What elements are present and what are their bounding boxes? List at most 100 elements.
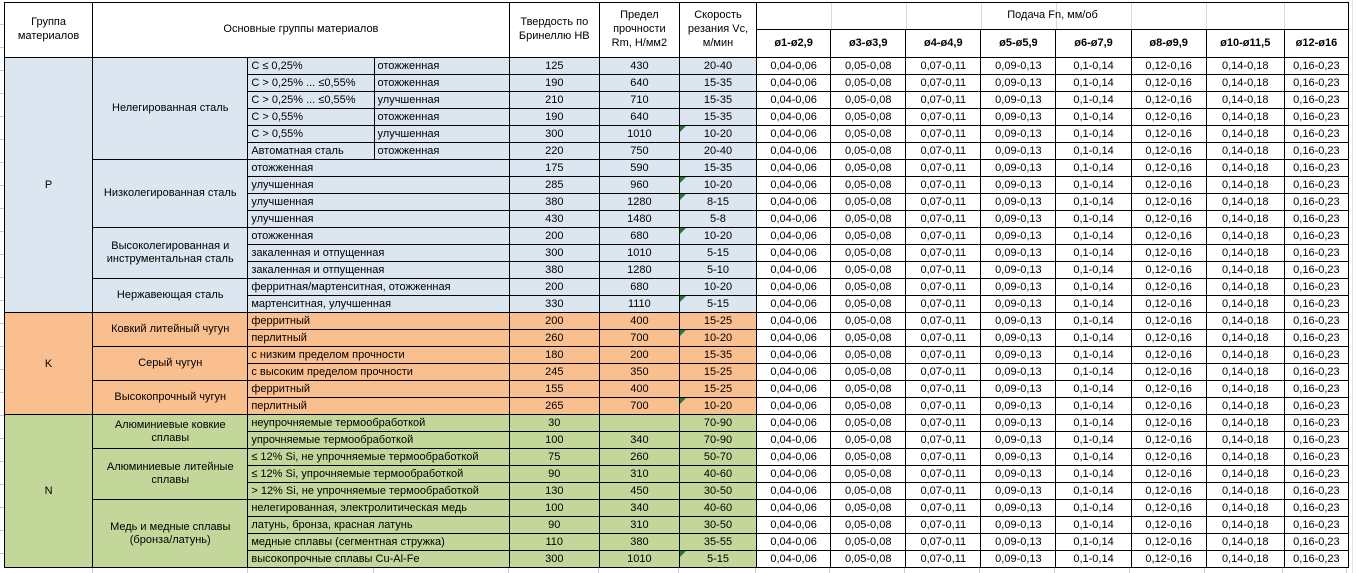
cell-feed-value[interactable]: 0,09-0,13 xyxy=(980,142,1057,160)
cell-feed-value[interactable]: 0,09-0,13 xyxy=(980,363,1057,381)
cell-cutting-speed-vc[interactable]: 15-25 xyxy=(678,363,758,381)
cell-feed-value[interactable]: 0,09-0,13 xyxy=(980,516,1057,534)
cell-feed-value[interactable]: 0,14-0,18 xyxy=(1205,312,1285,330)
cell-feed-value[interactable]: 0,12-0,16 xyxy=(1130,380,1207,398)
cell-strength-rm[interactable]: 640 xyxy=(598,108,680,126)
cell-feed-value[interactable]: 0,07-0,11 xyxy=(905,397,982,415)
cell-hardness-hb[interactable]: 210 xyxy=(508,91,600,109)
cell-cutting-speed-vc-flagged[interactable]: 10-20 xyxy=(678,329,758,347)
cell-hardness-hb[interactable]: 75 xyxy=(508,448,600,466)
cell-feed-value[interactable]: 0,04-0,06 xyxy=(756,516,832,534)
cell-feed-value[interactable]: 0,05-0,08 xyxy=(830,295,907,313)
cell-feed-value[interactable]: 0,07-0,11 xyxy=(905,482,982,500)
cell-feed-value[interactable]: 0,05-0,08 xyxy=(830,329,907,347)
cell-hardness-hb[interactable]: 300 xyxy=(508,550,600,568)
cell-feed-value[interactable]: 0,1-0,14 xyxy=(1055,397,1132,415)
cell-feed-value[interactable]: 0,07-0,11 xyxy=(905,125,982,143)
cell-feed-value[interactable]: 0,05-0,08 xyxy=(830,346,907,364)
cell-feed-value[interactable]: 0,12-0,16 xyxy=(1130,210,1207,228)
cell-cutting-speed-vc[interactable]: 40-60 xyxy=(678,499,758,517)
cell-subgroup-name[interactable]: Высокопрочный чугун xyxy=(92,380,249,415)
cell-feed-value[interactable]: 0,04-0,06 xyxy=(756,91,832,109)
cell-feed-value[interactable]: 0,14-0,18 xyxy=(1205,74,1285,92)
cell-feed-value[interactable]: 0,14-0,18 xyxy=(1205,346,1285,364)
cell-feed-value[interactable]: 0,05-0,08 xyxy=(830,193,907,211)
cell-feed-value[interactable]: 0,09-0,13 xyxy=(980,499,1057,517)
cell-feed-value[interactable]: 0,1-0,14 xyxy=(1055,108,1132,126)
cell-feed-value[interactable]: 0,05-0,08 xyxy=(830,516,907,534)
cell-cutting-speed-vc-flagged[interactable]: 10-20 xyxy=(678,176,758,194)
cell-material-description[interactable]: улучшенная xyxy=(247,193,510,211)
cell-feed-value[interactable]: 0,16-0,23 xyxy=(1283,312,1350,330)
cell-feed-value[interactable]: 0,09-0,13 xyxy=(980,550,1057,568)
cell-cutting-speed-vc[interactable]: 20-40 xyxy=(678,57,758,75)
cell-feed-value[interactable]: 0,12-0,16 xyxy=(1130,533,1207,551)
cell-feed-value[interactable]: 0,07-0,11 xyxy=(905,142,982,160)
cell-feed-value[interactable]: 0,09-0,13 xyxy=(980,57,1057,75)
cell-material-description[interactable]: перлитный xyxy=(247,397,510,415)
cell-feed-value[interactable]: 0,1-0,14 xyxy=(1055,431,1132,449)
cell-feed-value[interactable]: 0,05-0,08 xyxy=(830,533,907,551)
cell-feed-value[interactable]: 0,16-0,23 xyxy=(1283,278,1350,296)
cell-feed-value[interactable]: 0,07-0,11 xyxy=(905,261,982,279)
cell-feed-value[interactable]: 0,14-0,18 xyxy=(1205,91,1285,109)
cell-feed-value[interactable]: 0,14-0,18 xyxy=(1205,108,1285,126)
cell-feed-value[interactable]: 0,05-0,08 xyxy=(830,431,907,449)
cell-cutting-speed-vc[interactable]: 15-35 xyxy=(678,74,758,92)
cell-strength-rm[interactable]: 260 xyxy=(598,448,680,466)
cell-feed-value[interactable]: 0,16-0,23 xyxy=(1283,57,1350,75)
cell-feed-value[interactable]: 0,1-0,14 xyxy=(1055,414,1132,432)
cell-feed-value[interactable]: 0,12-0,16 xyxy=(1130,74,1207,92)
header-feed-title[interactable]: Подача Fn, мм/об xyxy=(756,2,1349,30)
cell-feed-value[interactable]: 0,14-0,18 xyxy=(1205,533,1285,551)
cell-feed-value[interactable]: 0,16-0,23 xyxy=(1283,125,1350,143)
cell-feed-value[interactable]: 0,07-0,11 xyxy=(905,414,982,432)
cell-feed-value[interactable]: 0,05-0,08 xyxy=(830,57,907,75)
cell-feed-value[interactable]: 0,04-0,06 xyxy=(756,312,832,330)
cell-hardness-hb[interactable]: 155 xyxy=(508,380,600,398)
cell-hardness-hb[interactable]: 190 xyxy=(508,74,600,92)
cell-strength-rm[interactable]: 310 xyxy=(598,465,680,483)
cell-feed-value[interactable]: 0,07-0,11 xyxy=(905,278,982,296)
header-main-material-groups[interactable]: Основные группы материалов xyxy=(92,2,510,58)
cell-feed-value[interactable]: 0,09-0,13 xyxy=(980,91,1057,109)
cell-feed-value[interactable]: 0,1-0,14 xyxy=(1055,193,1132,211)
cell-feed-value[interactable]: 0,04-0,06 xyxy=(756,550,832,568)
cell-feed-value[interactable]: 0,05-0,08 xyxy=(830,550,907,568)
cell-material-description[interactable]: высокопрочные сплавы Cu-Al-Fe xyxy=(247,550,510,568)
cell-feed-value[interactable]: 0,14-0,18 xyxy=(1205,176,1285,194)
cell-feed-value[interactable]: 0,05-0,08 xyxy=(830,176,907,194)
cell-feed-value[interactable]: 0,07-0,11 xyxy=(905,329,982,347)
cell-feed-value[interactable]: 0,04-0,06 xyxy=(756,329,832,347)
cell-feed-value[interactable]: 0,09-0,13 xyxy=(980,312,1057,330)
cell-feed-value[interactable]: 0,16-0,23 xyxy=(1283,414,1350,432)
cell-feed-value[interactable]: 0,1-0,14 xyxy=(1055,516,1132,534)
cell-feed-value[interactable]: 0,04-0,06 xyxy=(756,244,832,262)
cell-feed-value[interactable]: 0,04-0,06 xyxy=(756,397,832,415)
cell-group-code[interactable]: P xyxy=(3,57,94,313)
cell-feed-value[interactable]: 0,16-0,23 xyxy=(1283,550,1350,568)
cell-material-description[interactable]: ферритный xyxy=(247,380,510,398)
cell-feed-value[interactable]: 0,12-0,16 xyxy=(1130,295,1207,313)
cell-hardness-hb[interactable]: 200 xyxy=(508,227,600,245)
cell-feed-value[interactable]: 0,07-0,11 xyxy=(905,159,982,177)
cell-feed-value[interactable]: 0,14-0,18 xyxy=(1205,397,1285,415)
cell-material-description[interactable]: мартенситная, улучшенная xyxy=(247,295,510,313)
cell-subgroup-name[interactable]: Серый чугун xyxy=(92,346,249,381)
cell-strength-rm[interactable]: 340 xyxy=(598,499,680,517)
cell-feed-value[interactable]: 0,1-0,14 xyxy=(1055,465,1132,483)
cell-feed-value[interactable]: 0,1-0,14 xyxy=(1055,499,1132,517)
cell-hardness-hb[interactable]: 300 xyxy=(508,244,600,262)
cell-material-description[interactable]: ≤ 12% Si, не упрочняемые термообработкой xyxy=(247,448,510,466)
cell-feed-value[interactable]: 0,14-0,18 xyxy=(1205,431,1285,449)
cell-feed-value[interactable]: 0,14-0,18 xyxy=(1205,261,1285,279)
cell-feed-value[interactable]: 0,12-0,16 xyxy=(1130,431,1207,449)
cell-feed-value[interactable]: 0,1-0,14 xyxy=(1055,244,1132,262)
cell-cutting-speed-vc[interactable]: 15-25 xyxy=(678,380,758,398)
cell-feed-value[interactable]: 0,09-0,13 xyxy=(980,159,1057,177)
cell-feed-value[interactable]: 0,12-0,16 xyxy=(1130,363,1207,381)
cell-feed-value[interactable]: 0,12-0,16 xyxy=(1130,516,1207,534)
cell-feed-value[interactable]: 0,14-0,18 xyxy=(1205,414,1285,432)
cell-cutting-speed-vc[interactable]: 20-40 xyxy=(678,142,758,160)
cell-feed-value[interactable]: 0,04-0,06 xyxy=(756,533,832,551)
